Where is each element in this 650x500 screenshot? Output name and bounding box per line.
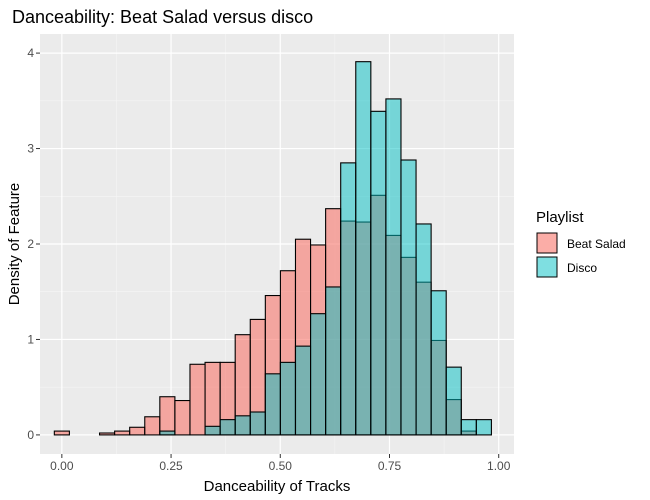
bar-disco: [340, 162, 357, 436]
y-axis-ticks: 0 1 2 3 4: [27, 46, 40, 442]
y-tick-label: 1: [27, 332, 34, 346]
y-tick-label: 4: [27, 46, 34, 60]
bar-disco: [279, 361, 297, 436]
x-tick-label: 0.75: [378, 459, 402, 473]
x-tick-label: 0.00: [50, 459, 74, 473]
bar-disco: [204, 425, 221, 436]
bar-beat-salad: [129, 426, 146, 436]
y-tick-label: 0: [27, 428, 34, 442]
legend-title: Playlist: [536, 209, 584, 226]
chart-title: Danceability: Beat Salad versus disco: [12, 7, 313, 27]
bar-disco: [249, 411, 266, 436]
x-axis-title: Danceability of Tracks: [204, 478, 351, 495]
bar-beat-salad: [159, 396, 176, 436]
bar-disco: [310, 313, 327, 436]
legend-label-disco: Disco: [567, 261, 597, 275]
legend: Playlist Beat Salad Disco: [536, 209, 626, 278]
bar-disco: [264, 373, 281, 436]
bar-disco: [430, 290, 447, 436]
x-tick-label: 1.00: [487, 459, 511, 473]
legend-key-beat-salad: [536, 232, 558, 254]
bar-disco: [400, 159, 417, 436]
bar-disco: [219, 419, 236, 436]
bar-disco: [475, 419, 492, 436]
bar-disco: [460, 419, 477, 436]
legend-key-disco: [536, 256, 558, 278]
x-tick-label: 0.25: [159, 459, 183, 473]
bar-beat-salad: [98, 432, 116, 436]
bar-disco: [159, 430, 176, 436]
y-axis-title: Density of Feature: [6, 183, 23, 306]
y-tick-label: 3: [27, 142, 34, 156]
bar-disco: [370, 110, 387, 436]
bar-disco: [234, 415, 251, 436]
x-tick-label: 0.50: [269, 459, 293, 473]
bar-beat-salad: [144, 416, 161, 436]
x-axis-ticks: 0.00 0.25 0.50 0.75 1.00: [50, 454, 511, 473]
bar-beat-salad: [204, 361, 221, 436]
bars-disco: [159, 61, 492, 436]
bar-beat-salad: [189, 363, 206, 436]
bar-beat-salad: [114, 430, 131, 436]
bar-disco: [325, 286, 342, 436]
y-tick-label: 2: [27, 237, 34, 251]
legend-label-beat-salad: Beat Salad: [567, 237, 626, 251]
bar-disco: [445, 366, 462, 436]
bar-beat-salad: [53, 430, 70, 436]
bar-disco: [294, 345, 312, 436]
bar-disco: [385, 98, 402, 436]
bar-disco: [355, 61, 372, 436]
bar-disco: [415, 223, 432, 436]
bar-beat-salad: [174, 399, 191, 436]
